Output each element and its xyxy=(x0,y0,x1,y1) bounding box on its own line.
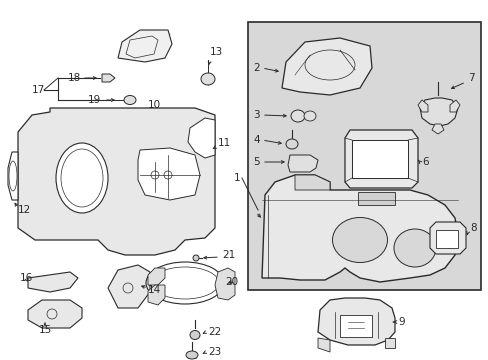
Text: 2: 2 xyxy=(253,63,260,73)
Polygon shape xyxy=(435,230,457,248)
Polygon shape xyxy=(138,148,200,200)
Polygon shape xyxy=(8,152,18,200)
Ellipse shape xyxy=(185,351,198,359)
Text: 13: 13 xyxy=(209,47,223,57)
Text: 22: 22 xyxy=(207,327,221,337)
Text: 21: 21 xyxy=(222,250,235,260)
Polygon shape xyxy=(102,74,115,82)
Text: 4: 4 xyxy=(253,135,260,145)
Polygon shape xyxy=(187,118,215,158)
Text: 18: 18 xyxy=(68,73,81,83)
Polygon shape xyxy=(419,98,457,126)
Polygon shape xyxy=(18,108,215,255)
Text: 19: 19 xyxy=(88,95,101,105)
Text: 3: 3 xyxy=(253,110,260,120)
Polygon shape xyxy=(317,298,394,345)
Polygon shape xyxy=(431,124,443,134)
Text: 10: 10 xyxy=(148,100,161,110)
Ellipse shape xyxy=(332,217,386,262)
Bar xyxy=(339,315,371,337)
Text: 8: 8 xyxy=(469,223,476,233)
Text: 11: 11 xyxy=(218,138,231,148)
Ellipse shape xyxy=(190,330,200,339)
Polygon shape xyxy=(345,130,417,188)
Text: 7: 7 xyxy=(467,73,474,83)
Text: 16: 16 xyxy=(20,273,33,283)
Polygon shape xyxy=(282,38,371,95)
Polygon shape xyxy=(417,100,427,112)
Text: 17: 17 xyxy=(32,85,45,95)
Polygon shape xyxy=(148,285,164,305)
Ellipse shape xyxy=(193,255,199,261)
Polygon shape xyxy=(294,175,329,190)
Polygon shape xyxy=(28,300,82,328)
Text: 12: 12 xyxy=(18,205,31,215)
Ellipse shape xyxy=(56,143,108,213)
Polygon shape xyxy=(351,140,407,178)
Polygon shape xyxy=(287,155,317,172)
Polygon shape xyxy=(28,272,78,292)
Text: 15: 15 xyxy=(38,325,52,335)
Text: 20: 20 xyxy=(224,277,238,287)
Polygon shape xyxy=(449,100,459,112)
Ellipse shape xyxy=(285,139,297,149)
Ellipse shape xyxy=(393,229,435,267)
Polygon shape xyxy=(429,222,465,254)
Polygon shape xyxy=(215,268,235,300)
Text: 1: 1 xyxy=(233,173,240,183)
Polygon shape xyxy=(108,265,150,308)
Polygon shape xyxy=(262,175,457,282)
Polygon shape xyxy=(118,30,172,62)
Polygon shape xyxy=(357,192,394,205)
Ellipse shape xyxy=(290,110,305,122)
Text: 6: 6 xyxy=(421,157,428,167)
Ellipse shape xyxy=(201,73,215,85)
Ellipse shape xyxy=(304,111,315,121)
Text: 23: 23 xyxy=(207,347,221,357)
Polygon shape xyxy=(148,268,164,285)
Text: 14: 14 xyxy=(148,285,161,295)
Text: 5: 5 xyxy=(253,157,260,167)
Polygon shape xyxy=(384,338,394,348)
Bar xyxy=(247,22,480,290)
Ellipse shape xyxy=(124,95,136,104)
Text: 9: 9 xyxy=(397,317,404,327)
Polygon shape xyxy=(317,338,329,352)
